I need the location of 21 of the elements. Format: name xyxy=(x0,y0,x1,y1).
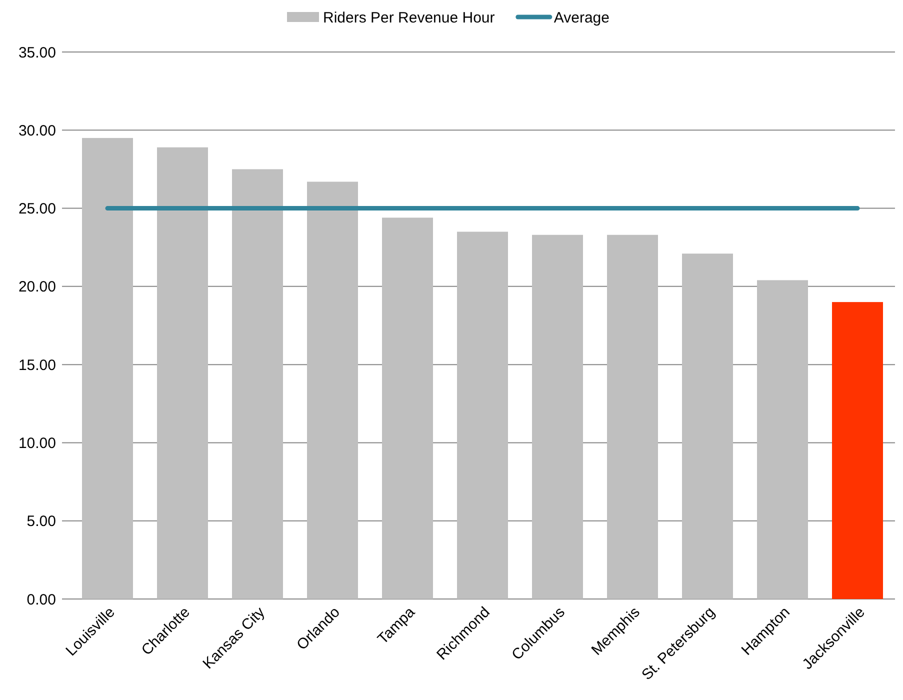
y-tick-label: 35.00 xyxy=(18,44,56,62)
y-tick-label: 30.00 xyxy=(18,122,56,140)
bar xyxy=(532,234,583,599)
bar xyxy=(682,254,733,599)
bar xyxy=(757,280,808,599)
y-tick-label: 5.00 xyxy=(26,513,56,530)
bar xyxy=(382,218,433,599)
y-tick-label: 10.00 xyxy=(18,434,56,452)
bar xyxy=(607,234,658,599)
bar xyxy=(82,138,133,599)
y-tick-label: 20.00 xyxy=(18,278,56,296)
y-tick-label: 0.00 xyxy=(26,591,56,608)
bar xyxy=(232,169,283,599)
bar xyxy=(457,232,508,599)
legend-label: Riders Per Revenue Hour xyxy=(323,9,495,26)
bar xyxy=(157,147,208,599)
y-tick-label: 25.00 xyxy=(18,200,56,218)
bar xyxy=(307,182,358,599)
y-tick-label: 15.00 xyxy=(18,356,56,374)
legend-label: Average xyxy=(554,9,610,26)
bar xyxy=(832,302,883,599)
